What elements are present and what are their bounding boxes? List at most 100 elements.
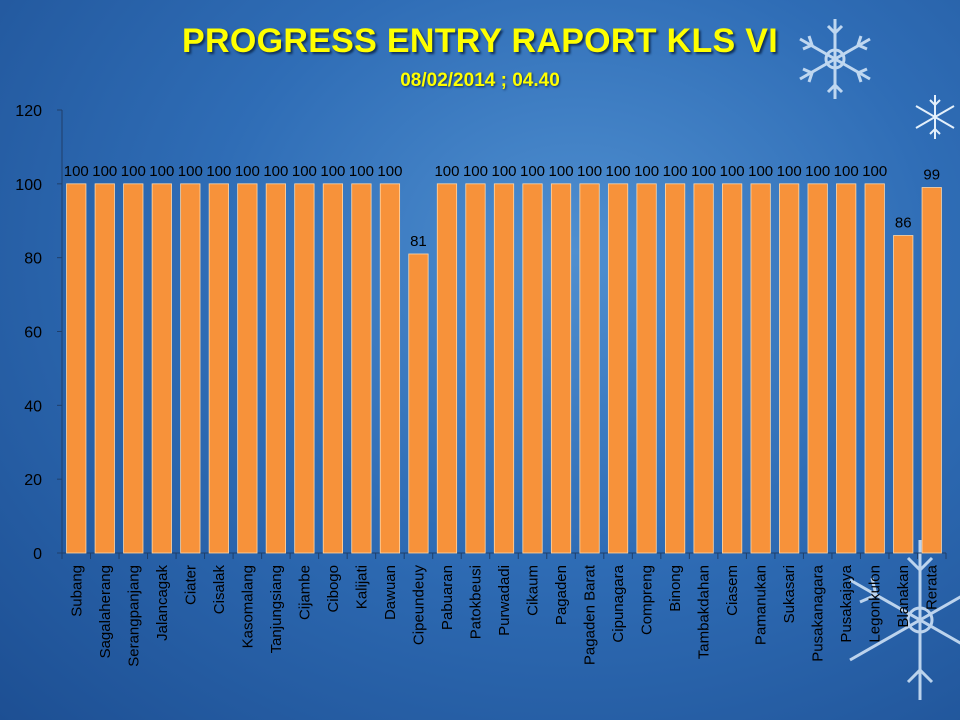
- data-label: 100: [777, 163, 802, 180]
- data-label: 100: [178, 163, 203, 180]
- bar: [322, 183, 343, 554]
- data-label: 100: [320, 163, 345, 180]
- y-tick-label: 60: [24, 325, 42, 342]
- data-label: 100: [292, 163, 317, 180]
- x-tick-label: Kalijati: [353, 565, 370, 609]
- data-label: 100: [235, 163, 260, 180]
- data-label: 100: [491, 163, 516, 180]
- y-tick-label: 0: [33, 546, 42, 563]
- x-tick-label: Dawuan: [382, 565, 399, 620]
- x-tick-label: Serangpanjang: [125, 565, 142, 667]
- bar: [294, 183, 315, 554]
- bar: [550, 183, 572, 554]
- data-label: 100: [121, 163, 146, 180]
- data-label: 100: [206, 163, 231, 180]
- data-label: 100: [691, 163, 716, 180]
- bar: [151, 183, 172, 554]
- data-label: 100: [634, 163, 659, 180]
- x-tick-label: Purwadadi: [496, 565, 513, 636]
- bar: [379, 183, 401, 554]
- data-label: 100: [805, 163, 830, 180]
- bar: [208, 183, 229, 554]
- bar: [237, 183, 258, 554]
- data-label: 100: [434, 163, 459, 180]
- x-tick-label: Ciasem: [724, 565, 741, 616]
- bar: [94, 183, 115, 554]
- data-label: 86: [895, 215, 912, 232]
- bar: [493, 183, 515, 554]
- data-label: 99: [923, 167, 940, 184]
- data-label: 100: [577, 163, 602, 180]
- data-label: 100: [463, 163, 488, 180]
- x-tick-label: Patokbeusi: [467, 565, 484, 639]
- y-tick-label: 20: [24, 472, 42, 489]
- data-label: 100: [720, 163, 745, 180]
- bar: [636, 183, 657, 554]
- x-tick-label: Ciater: [182, 565, 199, 605]
- data-label: 100: [149, 163, 174, 180]
- x-tick-label: Rerata: [924, 564, 941, 610]
- snowflake-icon: [799, 19, 871, 99]
- data-label: 100: [748, 163, 773, 180]
- bar: [807, 183, 828, 554]
- x-tick-label: Cisalak: [211, 565, 228, 615]
- bar: [436, 183, 458, 554]
- x-tick-label: Pagaden Barat: [582, 564, 599, 665]
- x-tick-label: Tambakdahan: [696, 565, 713, 659]
- bar: [579, 183, 600, 554]
- bar: [665, 183, 686, 554]
- data-label: 100: [606, 163, 631, 180]
- bar: [180, 183, 201, 554]
- bar: [123, 183, 144, 554]
- bar: [921, 187, 942, 554]
- x-tick-label: Sukasari: [781, 565, 798, 623]
- bar: [522, 183, 543, 554]
- chart-title: PROGRESS ENTRY RAPORT KLS VI: [182, 22, 778, 60]
- x-tick-label: Subang: [68, 565, 85, 617]
- x-tick-label: Cipeundeuy: [410, 565, 427, 646]
- x-tick-label: Binong: [667, 565, 684, 612]
- x-tick-label: Pamanukan: [753, 565, 770, 645]
- x-tick-label: Cijambe: [296, 565, 313, 620]
- bar: [408, 253, 429, 554]
- bar: [693, 183, 714, 554]
- x-tick-label: Kasomalang: [239, 565, 256, 648]
- bar: [750, 183, 771, 554]
- x-tick-label: Jalancagak: [154, 565, 171, 641]
- x-tick-label: Sagalaherang: [97, 565, 114, 658]
- data-label: 81: [410, 233, 427, 250]
- y-tick-label: 80: [24, 251, 42, 268]
- bar: [607, 183, 629, 554]
- data-label: 100: [520, 163, 545, 180]
- x-tick-label: Tanjungsiang: [268, 565, 285, 653]
- bar: [722, 183, 743, 554]
- x-tick-label: Pusakanagara: [810, 564, 827, 661]
- x-tick-label: Legonkulon: [867, 565, 884, 643]
- x-tick-label: Pabuaran: [439, 565, 456, 630]
- bar: [779, 183, 800, 554]
- bar: [864, 183, 885, 554]
- data-label: 100: [64, 163, 89, 180]
- y-tick-label: 100: [15, 177, 42, 194]
- x-tick-label: Cikaum: [525, 565, 542, 616]
- x-tick-label: Cipunagara: [610, 564, 627, 642]
- x-tick-label: Pusakajaya: [838, 564, 855, 642]
- data-label: 100: [349, 163, 374, 180]
- data-label: 100: [263, 163, 288, 180]
- bar: [66, 183, 87, 554]
- data-label: 100: [862, 163, 887, 180]
- data-label: 100: [92, 163, 117, 180]
- data-label: 100: [834, 163, 859, 180]
- data-label: 100: [549, 163, 574, 180]
- x-tick-label: Compreng: [639, 565, 656, 635]
- x-tick-label: Pagaden: [553, 565, 570, 625]
- bar: [465, 183, 486, 554]
- chart-subtitle: 08/02/2014 ; 04.40: [400, 70, 560, 91]
- bar: [351, 183, 372, 554]
- x-tick-label: Cibogo: [325, 565, 342, 613]
- snowflake-icon: [849, 540, 960, 700]
- x-tick-label: Blanakan: [895, 565, 912, 628]
- y-tick-label: 40: [24, 398, 42, 415]
- bar: [893, 235, 914, 554]
